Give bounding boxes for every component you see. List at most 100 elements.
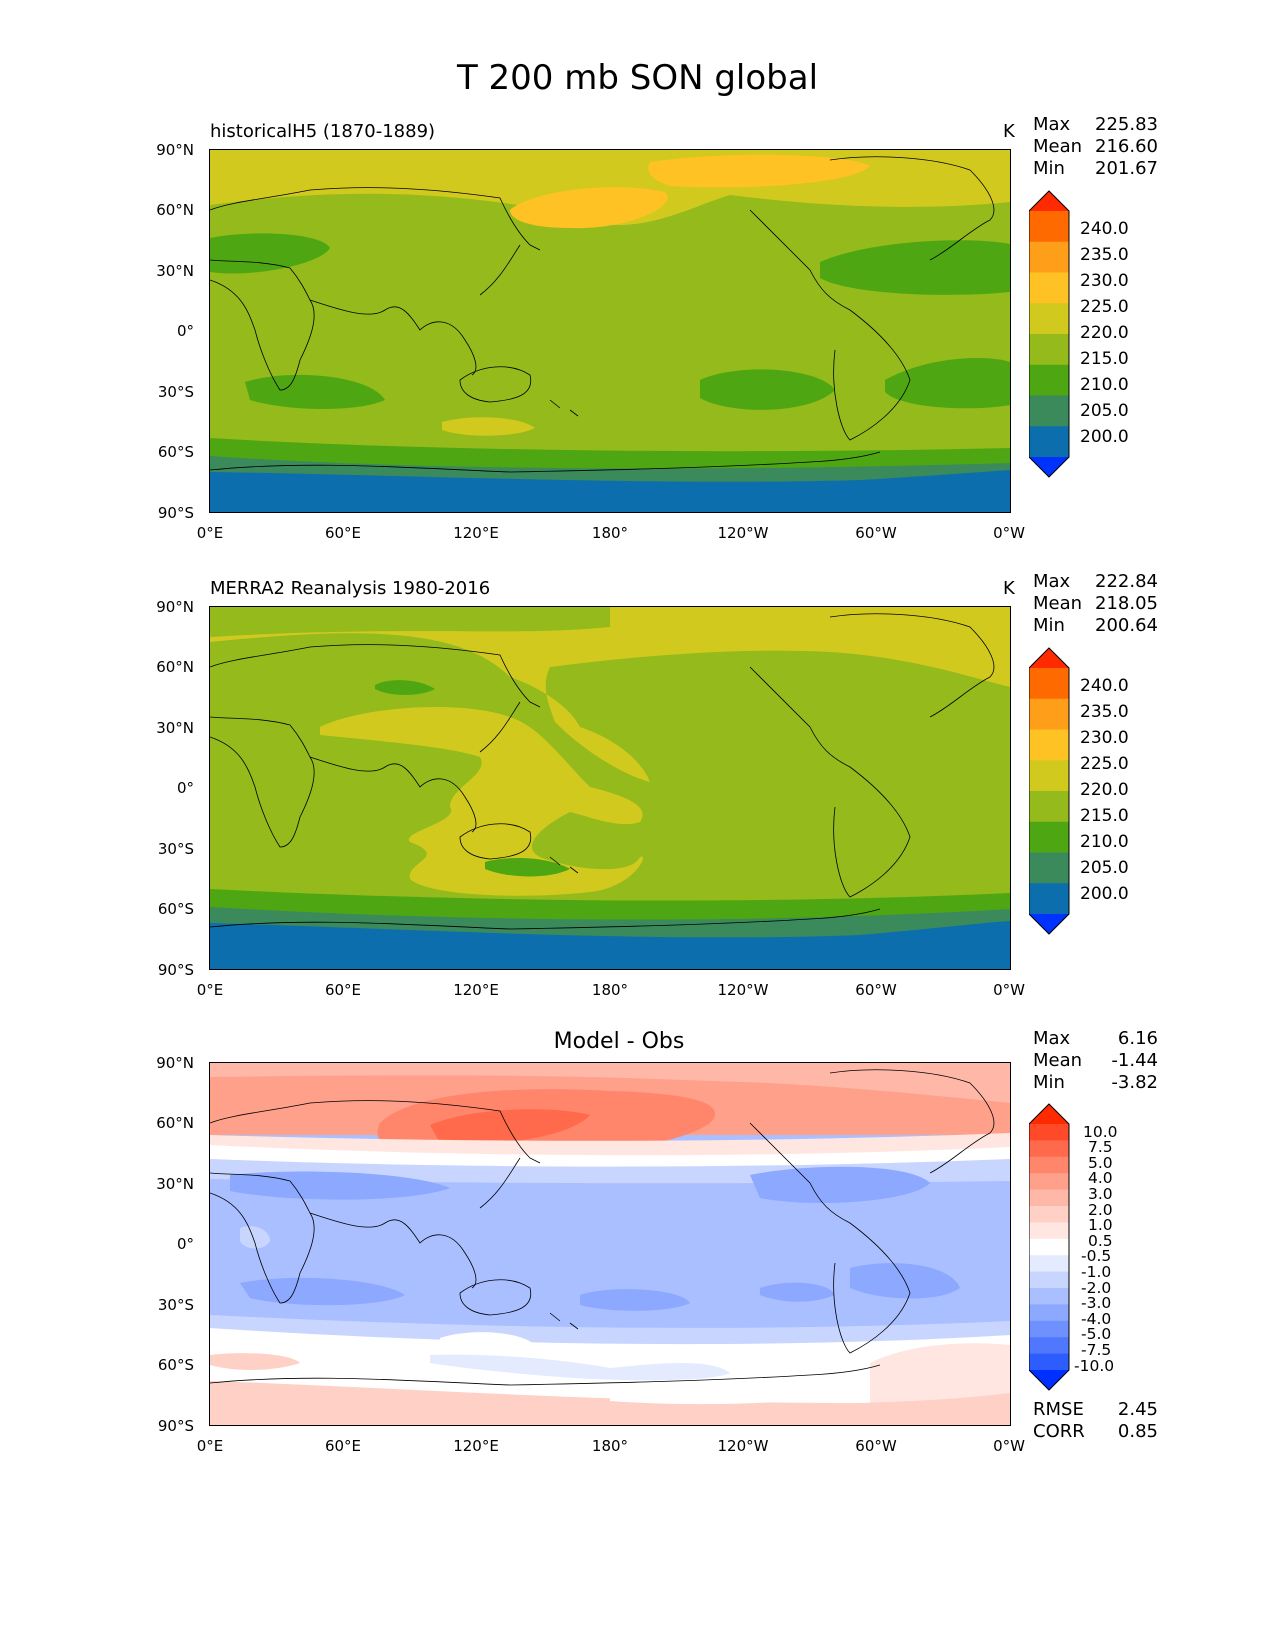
panel2-map-svg [210,607,1010,969]
colorbar-segment [1029,1173,1069,1191]
x-tick-label: 180° [591,981,629,999]
x-tick-label: 120°W [717,524,769,542]
y-tick-label: 60°S [157,1356,194,1374]
panel1-map [209,149,1011,513]
y-tick-label: 90°N [156,1054,194,1072]
panel1-units: K [1003,121,1015,142]
panel2-map [209,606,1011,970]
colorbar-tick-label: 205.0 [1080,401,1129,421]
colorbar-tick-label: 4.0 [1088,1169,1113,1187]
stat-label: Max [1033,1028,1071,1049]
field-215-220-arctic [210,607,610,637]
colorbar-segment [1029,1189,1069,1207]
colorbar-tick-label: 3.0 [1088,1185,1113,1203]
colorbar-tick-label: 215.0 [1080,349,1129,369]
field-225-230-pacific [510,187,668,229]
y-tick-label: 60°S [157,900,194,918]
coastlines [210,613,995,930]
colorbar-tick-label: 2.0 [1088,1201,1113,1219]
field-1-2-antarctic [210,1381,1010,1425]
colorbar-tick-label: -2.0 [1081,1279,1112,1297]
field-220-225-south [442,417,535,436]
field-210-215-na-atlantic [820,240,1010,295]
colorbar-extend-min [1029,1370,1069,1390]
colorbar-svg [1029,190,1070,478]
colorbar-segment [1029,821,1069,853]
metric-label: CORR [1033,1421,1085,1442]
x-tick-label: 0°W [993,981,1025,999]
stat-label: Mean [1033,136,1083,157]
x-tick-label: 60°E [324,981,362,999]
colorbar-segment [1029,883,1069,915]
colorbar-tick-label: -3.0 [1081,1294,1112,1312]
y-tick-label: 30°N [156,719,194,737]
field-5-7-siberia [430,1109,590,1145]
panel3-metrics: RMSE 2.45 CORR 0.85 [1033,1399,1158,1443]
field-neutral-patch [440,1332,535,1353]
colorbar-segment [1029,760,1069,792]
y-tick-label: 90°S [157,961,194,979]
y-tick-label: 30°S [157,1296,194,1314]
colorbar-segment [1029,272,1069,304]
stat-value: 200.64 [1095,615,1158,636]
field-minus4-indian [240,1277,405,1306]
colorbar-tick-label: 200.0 [1080,884,1129,904]
panel3-map [209,1062,1011,1426]
coastlines [210,156,995,473]
panel2-title: MERRA2 Reanalysis 1980-2016 [210,578,491,599]
x-tick-label: 120°E [453,981,499,999]
colorbar-tick-label: 235.0 [1080,245,1129,265]
field-220-225-pacific [320,706,643,896]
stat-label: Mean [1033,593,1083,614]
stat-label: Max [1033,571,1071,592]
colorbar-tick-label: -1.0 [1081,1263,1112,1281]
x-tick-label: 60°W [855,981,897,999]
colorbar-tick-label: -7.5 [1081,1341,1112,1359]
colorbar-tick-label: 200.0 [1080,427,1129,447]
stat-value: 222.84 [1095,571,1158,592]
y-tick-label: 90°S [157,504,194,522]
field-minus0.5-patch [430,1354,730,1381]
stat-label: Mean [1033,1050,1083,1071]
x-tick-label: 60°E [324,524,362,542]
colorbar-segment [1029,1353,1069,1371]
field-minus4-americas [750,1166,930,1203]
panel3-map-svg [210,1063,1010,1425]
colorbar-segment [1029,241,1069,273]
colorbar-tick-label: 0.5 [1088,1232,1113,1250]
colorbar-tick-label: -0.5 [1081,1247,1112,1265]
colorbar-segment [1029,668,1069,700]
colorbar-tick-label: 215.0 [1080,806,1129,826]
colorbar-tick-label: 205.0 [1080,858,1129,878]
stat-value: 6.16 [1117,1028,1158,1049]
colorbar-extend-max [1029,1104,1069,1124]
metric-value: 0.85 [1117,1421,1158,1442]
colorbar-segment [1029,334,1069,366]
x-tick-label: 0°E [196,981,224,999]
colorbar-segment [1029,426,1069,458]
colorbar-segment [1029,1156,1069,1174]
y-tick-label: 30°S [157,840,194,858]
colorbar-segment [1029,211,1069,243]
colorbar-segment [1029,364,1069,396]
y-tick-label: 90°N [156,141,194,159]
colorbar-extend-max [1029,648,1069,668]
x-tick-label: 60°W [855,524,897,542]
y-tick-label: 60°N [156,1114,194,1132]
colorbar-segment [1029,303,1069,335]
x-tick-label: 0°W [993,524,1025,542]
panel2-stats: Max 222.84 Mean 218.05 Min 200.64 [1033,571,1158,637]
stat-value: 225.83 [1095,114,1158,135]
colorbar-segment [1029,791,1069,823]
colorbar-tick-label: 240.0 [1080,676,1129,696]
stat-label: Min [1033,158,1065,179]
x-tick-label: 180° [591,1437,629,1455]
colorbar-segment [1029,1271,1069,1289]
x-tick-label: 0°W [993,1437,1025,1455]
colorbar-segment [1029,1320,1069,1338]
y-tick-label: 60°S [157,443,194,461]
field-200-205-antarctic [210,921,1010,969]
panel3-colorbar [1029,1102,1074,1392]
colorbar-tick-label: -5.0 [1081,1325,1112,1343]
metric-label: RMSE [1033,1399,1084,1420]
